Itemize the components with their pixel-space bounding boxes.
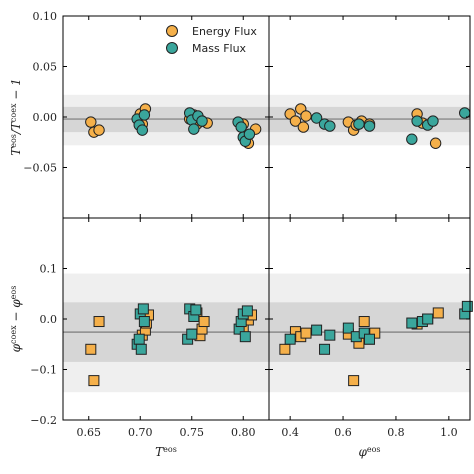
xlabel-c0: Teos: [155, 445, 177, 460]
point-mass-r1c1-8: [406, 317, 418, 329]
xtick-label-c1-3: 1.0: [440, 426, 458, 439]
point-mass-r0c1-8: [427, 115, 439, 127]
xtick-label-c1-2: 0.8: [387, 426, 405, 439]
point-energy-r1c0-1: [88, 375, 100, 387]
xtick-label-c1-1: 0.6: [334, 426, 352, 439]
point-mass-r1c1-3: [324, 329, 336, 341]
point-mass-r1c1-7: [364, 333, 375, 345]
ylabel-r0: Teos/Tcoex − 1: [9, 78, 24, 156]
xlabel-c1: φeos: [358, 445, 380, 460]
point-energy-r1c0-2: [93, 316, 105, 328]
ytick-label-r1-3: 0.1: [40, 263, 58, 276]
ytick-label-r0-1: 0.00: [33, 111, 58, 124]
ytick-label-r0-0: −0.05: [23, 162, 57, 175]
point-mass-r1c0-5: [138, 316, 150, 328]
point-mass-r1c0-1: [133, 333, 145, 345]
ytick-label-r0-2: 0.05: [33, 61, 58, 74]
point-mass-r1c1-0: [284, 333, 296, 345]
point-mass-r0c0-10: [235, 121, 247, 133]
point-mass-r0c1-2: [324, 120, 336, 132]
point-energy-r1c1-7: [358, 316, 370, 328]
point-mass-r1c1-12: [461, 300, 473, 312]
point-mass-r1c1-10: [422, 313, 434, 325]
xtick-label-c0-0: 0.65: [77, 426, 102, 439]
point-mass-r1c0-8: [186, 328, 198, 340]
point-energy-r1c1-5: [348, 375, 360, 387]
point-energy-r1c0-0: [85, 343, 97, 355]
legend-marker-energy: [166, 25, 178, 37]
point-mass-r1c0-14: [239, 331, 251, 343]
point-mass-r1c1-4: [342, 322, 354, 334]
point-mass-r0c1-6: [411, 115, 423, 127]
point-mass-r0c0-6: [188, 123, 200, 135]
point-energy-r0c1-3: [297, 121, 310, 133]
point-mass-r1c0-15: [241, 305, 253, 317]
point-mass-r0c0-2: [136, 124, 149, 136]
ytick-label-r1-1: −0.1: [30, 364, 57, 377]
point-energy-r0c0-0: [85, 116, 97, 128]
point-energy-r1c1-3: [300, 327, 312, 339]
ytick-label-r1-2: 0.0: [40, 313, 58, 326]
point-mass-r1c0-4: [137, 303, 149, 315]
point-mass-r1c0-3: [135, 343, 147, 355]
points-layer: [85, 103, 473, 387]
legend-label-mass: Mass Flux: [192, 42, 247, 55]
xtick-label-c0-2: 0.75: [180, 426, 205, 439]
point-mass-r1c1-1: [311, 324, 323, 336]
legend-marker-mass: [166, 42, 178, 54]
point-energy-r0c0-2: [93, 124, 105, 136]
point-mass-r0c1-5: [406, 133, 418, 145]
point-mass-r1c0-10: [190, 304, 202, 316]
point-energy-r0c1-1: [289, 115, 302, 127]
reference-lines-layer: [63, 118, 470, 333]
point-mass-r1c1-2: [319, 343, 331, 355]
xtick-label-c0-1: 0.70: [128, 426, 153, 439]
legend: Energy Flux Mass Flux: [166, 25, 257, 55]
point-energy-r0c1-4: [300, 110, 312, 122]
labels-layer: −0.05 0.00 0.05 0.10 −0.2 −0.1 0.0 0.1 0.65 0.70 0…: [9, 10, 458, 459]
xtick-label-c0-3: 0.80: [231, 426, 256, 439]
point-mass-r0c1-0: [310, 112, 323, 124]
point-mass-r0c0-13: [243, 128, 256, 140]
point-energy-r1c0-11: [198, 316, 210, 328]
point-mass-r0c1-3: [353, 118, 365, 130]
xtick-label-c1-0: 0.4: [281, 426, 299, 439]
ylabel-r1: φcoex − φeos: [9, 286, 24, 353]
ytick-label-r0-3: 0.10: [33, 10, 58, 23]
point-mass-r0c1-4: [363, 120, 376, 132]
point-mass-r0c0-3: [138, 109, 151, 121]
ticks-layer: [63, 15, 470, 421]
point-energy-r1c1-0: [279, 343, 291, 355]
legend-label-energy: Energy Flux: [192, 25, 257, 38]
point-energy-r0c1-12: [429, 137, 442, 149]
ytick-label-r1-0: −0.2: [30, 414, 57, 427]
bands-layer: [63, 94, 470, 393]
point-energy-r1c1-12: [432, 307, 444, 319]
point-mass-r0c0-8: [196, 115, 208, 127]
